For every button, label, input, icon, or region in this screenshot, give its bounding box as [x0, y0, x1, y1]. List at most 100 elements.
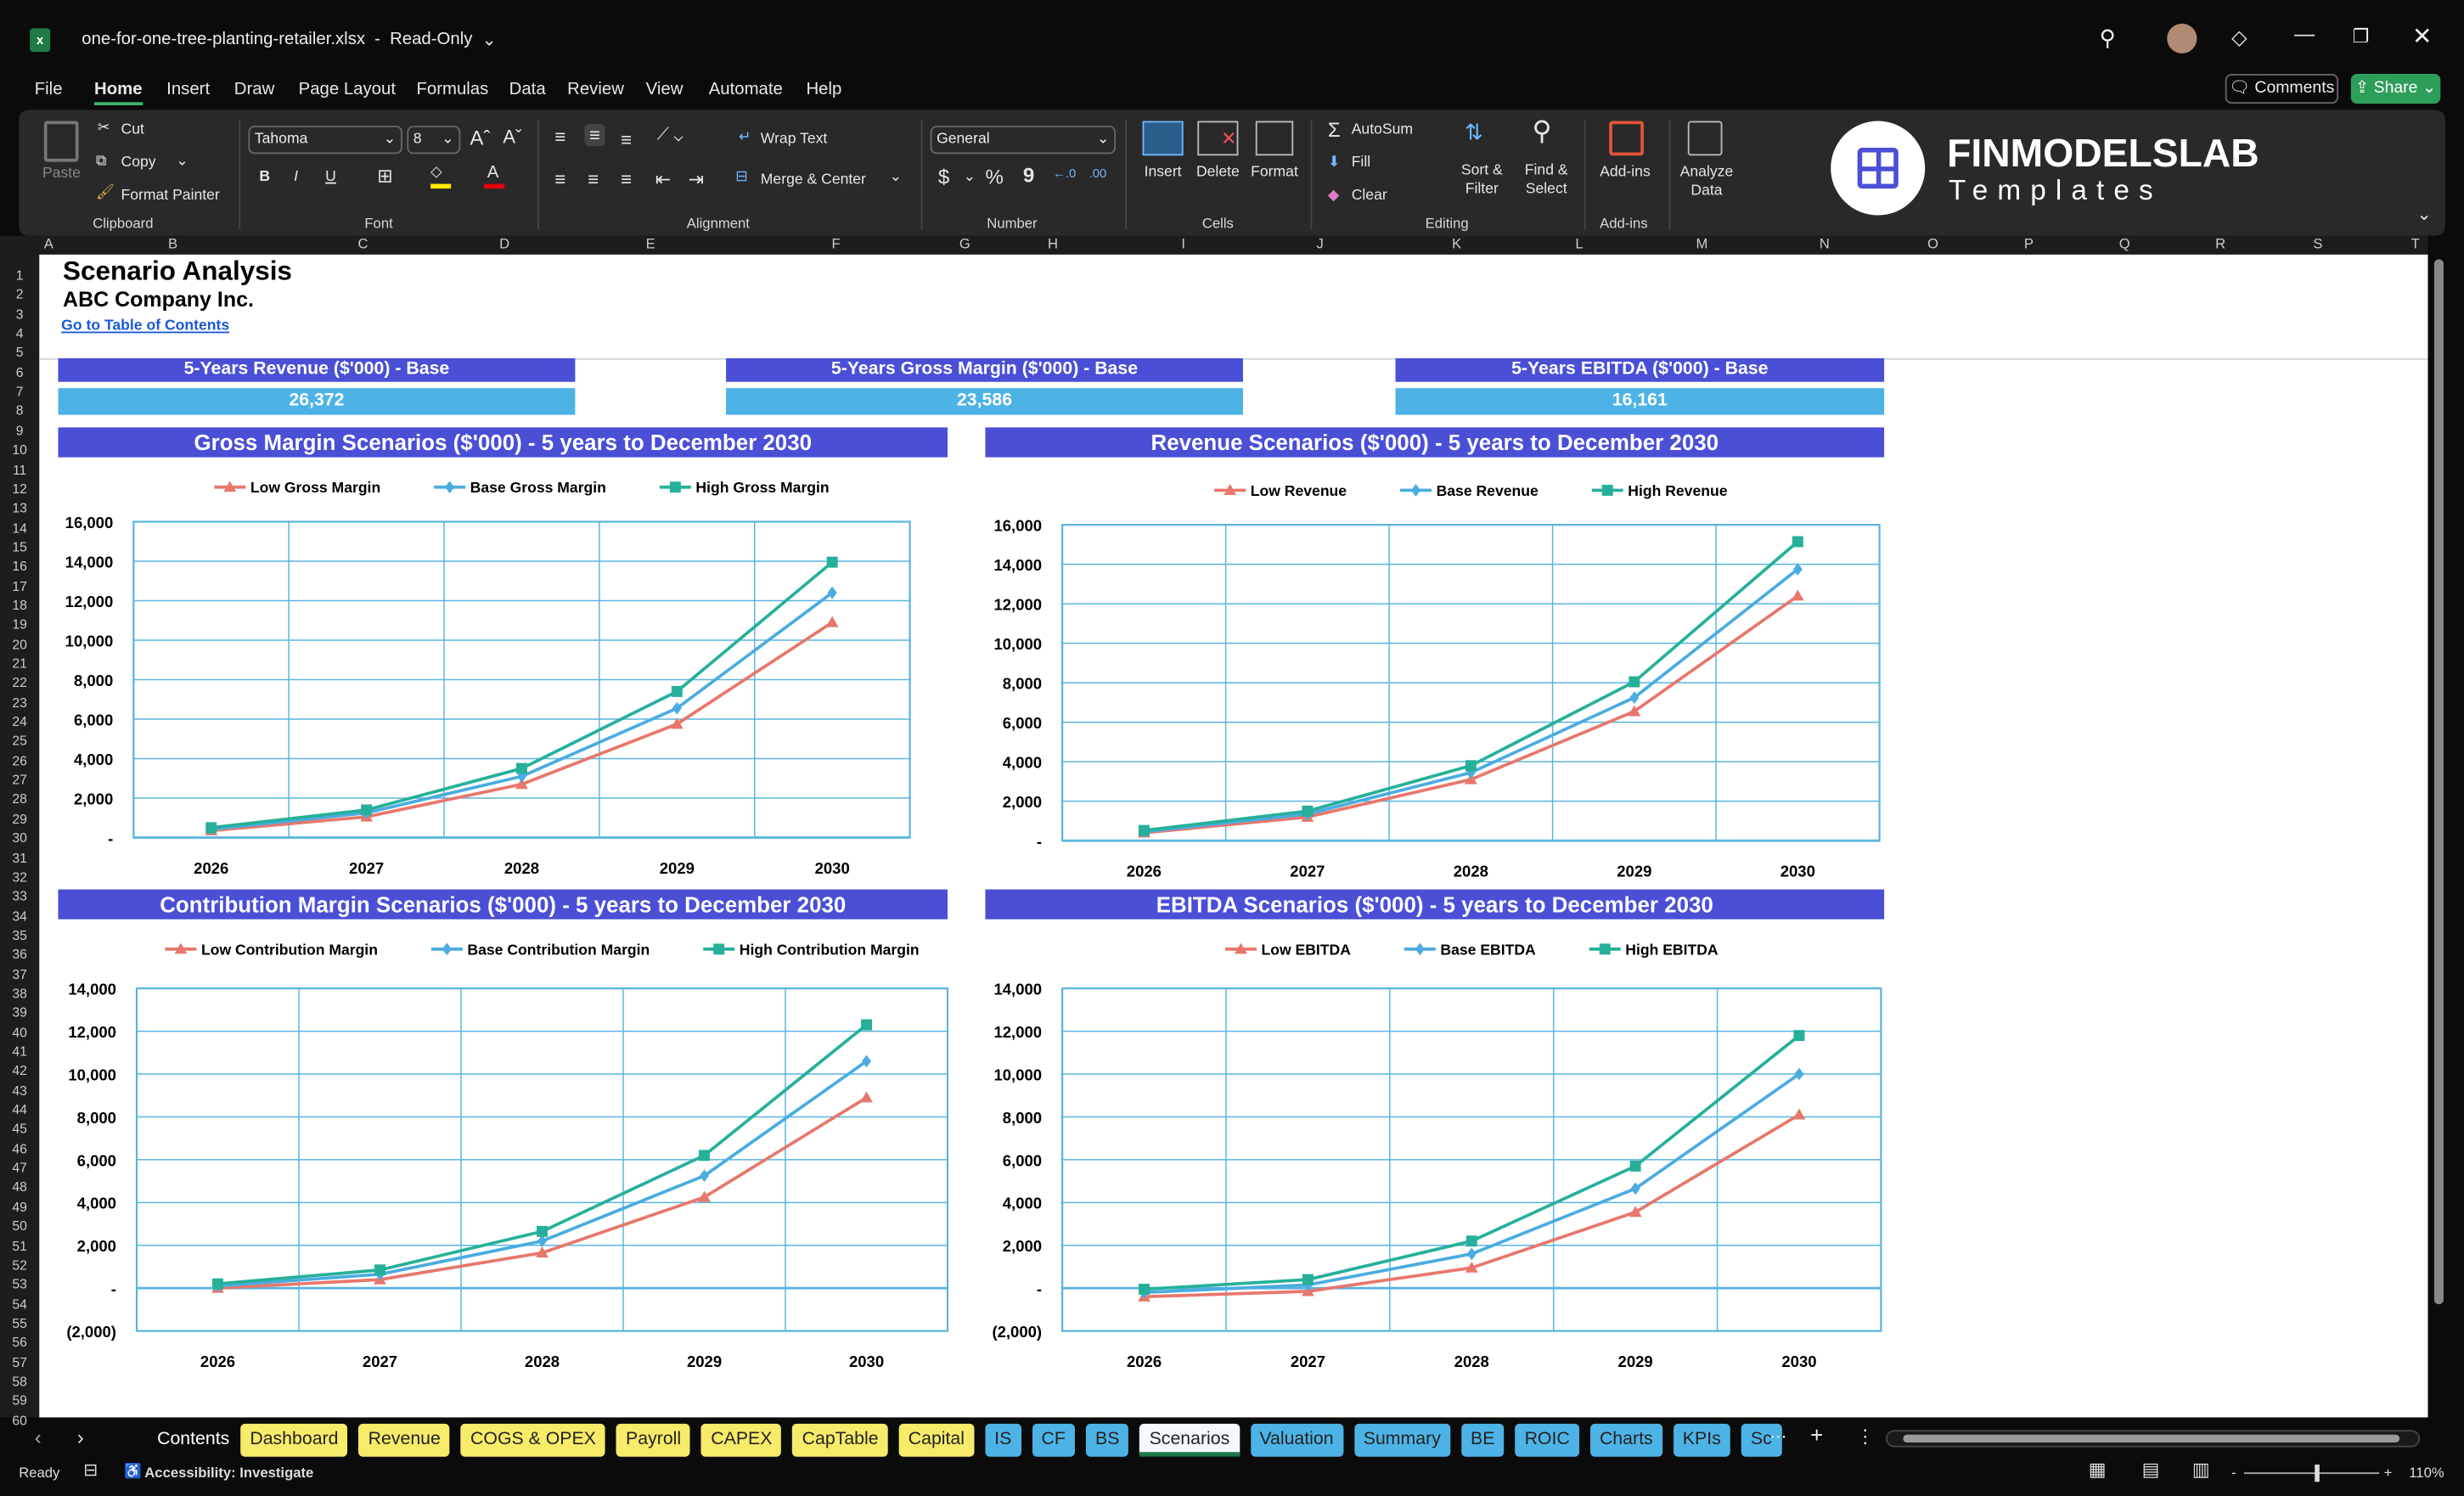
- find-select-button[interactable]: Find & Select: [1524, 161, 1568, 199]
- align-center-icon[interactable]: ≡: [588, 168, 599, 190]
- row-header[interactable]: 11: [12, 461, 27, 477]
- increase-decimal-icon[interactable]: ←.0: [1053, 166, 1077, 181]
- analyze-data-button[interactable]: Analyze Data: [1679, 163, 1734, 200]
- sheet-tab[interactable]: Scenarios: [1139, 1423, 1240, 1457]
- format-painter-button[interactable]: Format Painter: [121, 187, 220, 205]
- toc-link[interactable]: Go to Table of Contents: [61, 317, 230, 335]
- column-header-A[interactable]: A: [43, 235, 53, 252]
- zoom-level[interactable]: 110%: [2409, 1464, 2444, 1481]
- page-layout-view-icon[interactable]: ▤: [2141, 1458, 2160, 1481]
- page-break-view-icon[interactable]: ▥: [2191, 1458, 2210, 1481]
- borders-icon[interactable]: ⊞: [377, 165, 393, 188]
- increase-indent-icon[interactable]: ⇥: [688, 168, 705, 190]
- menu-insert[interactable]: Insert: [166, 80, 211, 99]
- normal-view-icon[interactable]: ▦: [2088, 1458, 2107, 1481]
- row-header[interactable]: 35: [12, 926, 27, 943]
- row-header[interactable]: 56: [12, 1334, 27, 1351]
- row-header[interactable]: 21: [12, 655, 27, 672]
- column-header-D[interactable]: D: [499, 235, 510, 252]
- copy-button[interactable]: Copy: [121, 154, 156, 172]
- zoom-slider-thumb[interactable]: [2315, 1464, 2320, 1482]
- column-header-F[interactable]: F: [831, 235, 841, 252]
- sheet-tab[interactable]: IS: [985, 1423, 1021, 1457]
- row-header[interactable]: 41: [12, 1043, 27, 1060]
- column-header-C[interactable]: C: [357, 235, 368, 252]
- menu-view[interactable]: View: [645, 80, 684, 99]
- row-header[interactable]: 25: [12, 733, 27, 749]
- share-button[interactable]: ⇪ Share ⌄: [2350, 73, 2441, 104]
- percent-button[interactable]: %: [985, 165, 1004, 189]
- row-header[interactable]: 15: [12, 538, 27, 555]
- row-header[interactable]: 46: [12, 1140, 27, 1156]
- row-header[interactable]: 7: [15, 383, 24, 400]
- row-header[interactable]: 12: [12, 481, 27, 497]
- worksheet[interactable]: Scenario Analysis ABC Company Inc. Go to…: [39, 254, 2428, 1418]
- row-header[interactable]: 2: [15, 286, 24, 302]
- row-header[interactable]: 45: [12, 1121, 27, 1137]
- column-header-S[interactable]: S: [2313, 235, 2323, 252]
- row-header[interactable]: 6: [15, 363, 24, 380]
- row-header[interactable]: 13: [12, 499, 27, 516]
- menu-page-layout[interactable]: Page Layout: [298, 80, 396, 99]
- read-only-label[interactable]: Read-Only: [390, 30, 473, 49]
- accessibility-status[interactable]: Accessibility: Investigate: [144, 1464, 314, 1481]
- row-header[interactable]: 49: [12, 1198, 27, 1215]
- row-header[interactable]: 37: [12, 965, 27, 981]
- wrap-text-button[interactable]: Wrap Text: [760, 130, 828, 148]
- paste-button[interactable]: Paste: [42, 165, 81, 183]
- row-header[interactable]: 47: [12, 1160, 27, 1176]
- merge-center-button[interactable]: Merge & Center: [760, 171, 866, 189]
- avatar[interactable]: [2167, 23, 2197, 53]
- row-header[interactable]: 20: [12, 635, 27, 652]
- column-header-G[interactable]: G: [959, 235, 970, 252]
- options-icon[interactable]: ⋮: [1855, 1425, 1876, 1448]
- decrease-font-icon[interactable]: Aˇ: [503, 126, 522, 148]
- add-sheet-icon[interactable]: +: [1810, 1421, 1824, 1448]
- row-header[interactable]: 43: [12, 1082, 27, 1099]
- row-header[interactable]: 36: [12, 946, 27, 963]
- row-header[interactable]: 39: [12, 1004, 27, 1021]
- sheet-tab[interactable]: BS: [1085, 1423, 1129, 1457]
- column-header-Q[interactable]: Q: [2118, 235, 2130, 252]
- align-bottom-icon[interactable]: ≡: [621, 128, 633, 151]
- sheet-tab[interactable]: Dashboard: [240, 1423, 348, 1457]
- sheet-tab[interactable]: Charts: [1589, 1423, 1662, 1457]
- sheet-tab[interactable]: CAPEX: [701, 1423, 782, 1457]
- row-header[interactable]: 4: [15, 325, 24, 341]
- menu-file[interactable]: File: [34, 80, 63, 99]
- font-color-icon[interactable]: A: [487, 163, 499, 183]
- sort-filter-button[interactable]: Sort & Filter: [1460, 161, 1503, 199]
- row-header[interactable]: 50: [12, 1218, 27, 1234]
- column-header-H[interactable]: H: [1048, 235, 1059, 252]
- orientation-icon[interactable]: ⟋ ⌄: [656, 126, 684, 145]
- cut-button[interactable]: Cut: [121, 121, 144, 138]
- select-all-corner[interactable]: [0, 235, 40, 255]
- menu-draw[interactable]: Draw: [233, 80, 275, 99]
- format-cells-button[interactable]: Format: [1251, 163, 1298, 181]
- row-header[interactable]: 8: [15, 402, 24, 419]
- close-icon[interactable]: ✕: [2411, 23, 2433, 51]
- row-header[interactable]: 57: [12, 1353, 27, 1370]
- column-header-E[interactable]: E: [645, 235, 655, 252]
- sheet-tab[interactable]: CapTable: [792, 1423, 888, 1457]
- increase-font-icon[interactable]: Aˆ: [470, 126, 491, 149]
- column-header-I[interactable]: I: [1181, 235, 1185, 252]
- zoom-slider[interactable]: [2243, 1472, 2380, 1475]
- prev-sheet-icon[interactable]: ‹: [34, 1425, 42, 1449]
- row-header[interactable]: 52: [12, 1257, 27, 1273]
- decrease-decimal-icon[interactable]: .00: [1089, 166, 1107, 181]
- sheet-tab[interactable]: ROIC: [1515, 1423, 1579, 1457]
- sheet-tab[interactable]: KPIs: [1673, 1423, 1730, 1457]
- decrease-indent-icon[interactable]: ⇤: [655, 168, 672, 190]
- row-header[interactable]: 60: [12, 1412, 27, 1428]
- row-header[interactable]: 44: [12, 1101, 27, 1118]
- addins-button[interactable]: Add-ins: [1600, 163, 1651, 181]
- align-right-icon[interactable]: ≡: [621, 168, 633, 190]
- row-header[interactable]: 55: [12, 1314, 27, 1331]
- row-header[interactable]: 27: [12, 771, 27, 788]
- number-format-select[interactable]: General ⌄: [930, 126, 1117, 155]
- row-header[interactable]: 34: [12, 907, 27, 924]
- row-header[interactable]: 9: [15, 422, 24, 438]
- menu-review[interactable]: Review: [567, 80, 624, 99]
- sheet-tab[interactable]: BE: [1460, 1423, 1505, 1457]
